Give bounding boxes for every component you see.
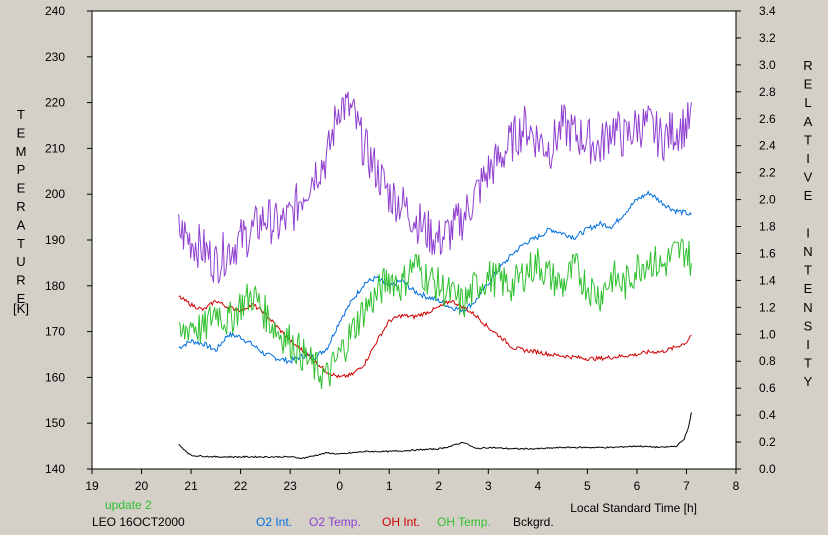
legend-entry: OH Int. bbox=[382, 515, 420, 529]
x-tick-label: 6 bbox=[634, 479, 641, 493]
station-date-label: LEO 16OCT2000 bbox=[92, 515, 185, 529]
y-right-tick-label: 0.6 bbox=[759, 381, 776, 395]
y-left-tick-label: 150 bbox=[45, 416, 65, 430]
y-left-tick-label: 210 bbox=[45, 141, 65, 155]
axis-title-letter: R bbox=[16, 199, 25, 214]
y-axis-left: 140 150 160 170 180 190 200 210 220 230 240 bbox=[45, 4, 92, 476]
x-axis: 19 20 21 22 23 0 1 2 3 4 5 6 7 8 bbox=[85, 469, 740, 493]
y-axis-right: 0.0 0.2 0.4 0.6 0.8 1.0 1.2 1.4 1.6 1.8 2.0 2.2 2.4 2… bbox=[736, 4, 776, 476]
axis-title-letter: Y bbox=[804, 374, 813, 389]
axis-title-letter: P bbox=[17, 162, 26, 177]
y-right-tick-label: 3.4 bbox=[759, 4, 776, 18]
x-tick-label: 0 bbox=[336, 479, 343, 493]
legend-entry: O2 Temp. bbox=[309, 515, 361, 529]
y-right-tick-label: 2.4 bbox=[759, 139, 776, 153]
series-line-o2-temp bbox=[178, 91, 692, 285]
axis-title-letter: E bbox=[804, 188, 813, 203]
plot-area bbox=[91, 10, 737, 470]
y-right-tick-label: 1.4 bbox=[759, 273, 776, 287]
axis-title-letter: E bbox=[804, 281, 813, 296]
legend-entry: Bckgrd. bbox=[513, 515, 554, 529]
axis-title-letter: M bbox=[16, 144, 27, 159]
y-right-tick-label: 0.4 bbox=[759, 408, 776, 422]
axis-title-letter: N bbox=[803, 300, 812, 315]
axis-title-letter: E bbox=[17, 291, 26, 306]
axis-title-letter: E bbox=[804, 77, 813, 92]
x-tick-label: 7 bbox=[683, 479, 690, 493]
y-axis-left-unit: [K] bbox=[13, 301, 29, 316]
y-right-tick-label: 2.6 bbox=[759, 112, 776, 126]
y-right-tick-label: 3.0 bbox=[759, 58, 776, 72]
axis-title-letter: R bbox=[16, 273, 25, 288]
y-left-tick-label: 220 bbox=[45, 96, 65, 110]
y-right-tick-label: 0.0 bbox=[759, 462, 776, 476]
legend: O2 Int. O2 Temp. OH Int. OH Temp. Bckgrd. bbox=[256, 515, 554, 529]
y-left-tick-label: 140 bbox=[45, 462, 65, 476]
axis-title-letter: E bbox=[17, 125, 26, 140]
axis-title-letter: T bbox=[804, 263, 812, 278]
y-right-tick-label: 1.8 bbox=[759, 220, 776, 234]
axis-title-letter: T bbox=[804, 132, 812, 147]
x-tick-label: 22 bbox=[234, 479, 248, 493]
axis-title-letter: I bbox=[806, 151, 810, 166]
legend-entry: O2 Int. bbox=[256, 515, 292, 529]
x-tick-label: 20 bbox=[135, 479, 149, 493]
y-left-tick-label: 190 bbox=[45, 233, 65, 247]
axis-title-letter: E bbox=[17, 181, 26, 196]
axis-title-letter: I bbox=[806, 337, 810, 352]
y-right-tick-label: 2.8 bbox=[759, 85, 776, 99]
x-tick-label: 23 bbox=[283, 479, 297, 493]
y-right-tick-label: 1.0 bbox=[759, 327, 776, 341]
x-axis-title: Local Standard Time [h] bbox=[570, 501, 697, 515]
axis-title-letter: I bbox=[806, 225, 810, 240]
x-tick-label: 19 bbox=[85, 479, 99, 493]
axis-title-letter: S bbox=[804, 318, 813, 333]
x-tick-label: 5 bbox=[584, 479, 591, 493]
y-left-tick-label: 160 bbox=[45, 370, 65, 384]
axis-title-letter: T bbox=[17, 236, 25, 251]
y-right-tick-label: 1.6 bbox=[759, 246, 776, 260]
axis-title-letter: T bbox=[804, 356, 812, 371]
series-layer bbox=[178, 91, 692, 460]
y-right-tick-label: 2.0 bbox=[759, 193, 776, 207]
axis-title-letter: T bbox=[17, 107, 25, 122]
y-left-tick-label: 230 bbox=[45, 50, 65, 64]
y-left-tick-label: 170 bbox=[45, 325, 65, 339]
y-right-tick-label: 3.2 bbox=[759, 31, 776, 45]
update-label: update 2 bbox=[105, 498, 152, 512]
axis-title-letter: L bbox=[804, 95, 811, 110]
x-tick-label: 1 bbox=[386, 479, 393, 493]
x-tick-label: 4 bbox=[535, 479, 542, 493]
y-left-tick-label: 180 bbox=[45, 279, 65, 293]
x-tick-label: 2 bbox=[435, 479, 442, 493]
y-right-tick-label: 0.8 bbox=[759, 354, 776, 368]
x-tick-label: 3 bbox=[485, 479, 492, 493]
x-tick-label: 21 bbox=[184, 479, 198, 493]
y-right-tick-label: 1.2 bbox=[759, 300, 776, 314]
y-right-tick-label: 0.2 bbox=[759, 435, 776, 449]
axis-title-letter: A bbox=[17, 217, 26, 232]
axis-title-letter: V bbox=[804, 170, 813, 185]
legend-entry: OH Temp. bbox=[437, 515, 491, 529]
y-left-tick-label: 240 bbox=[45, 4, 65, 18]
series-line-bckgrd bbox=[178, 412, 692, 460]
y-left-tick-label: 200 bbox=[45, 187, 65, 201]
axis-title-letter: A bbox=[804, 114, 813, 129]
axis-title-letter: U bbox=[16, 254, 25, 269]
series-line-oh-temp bbox=[178, 237, 692, 389]
y-right-tick-label: 2.2 bbox=[759, 166, 776, 180]
axis-title-letter: R bbox=[803, 58, 812, 73]
axis-title-letter: N bbox=[803, 244, 812, 259]
x-tick-label: 8 bbox=[733, 479, 740, 493]
